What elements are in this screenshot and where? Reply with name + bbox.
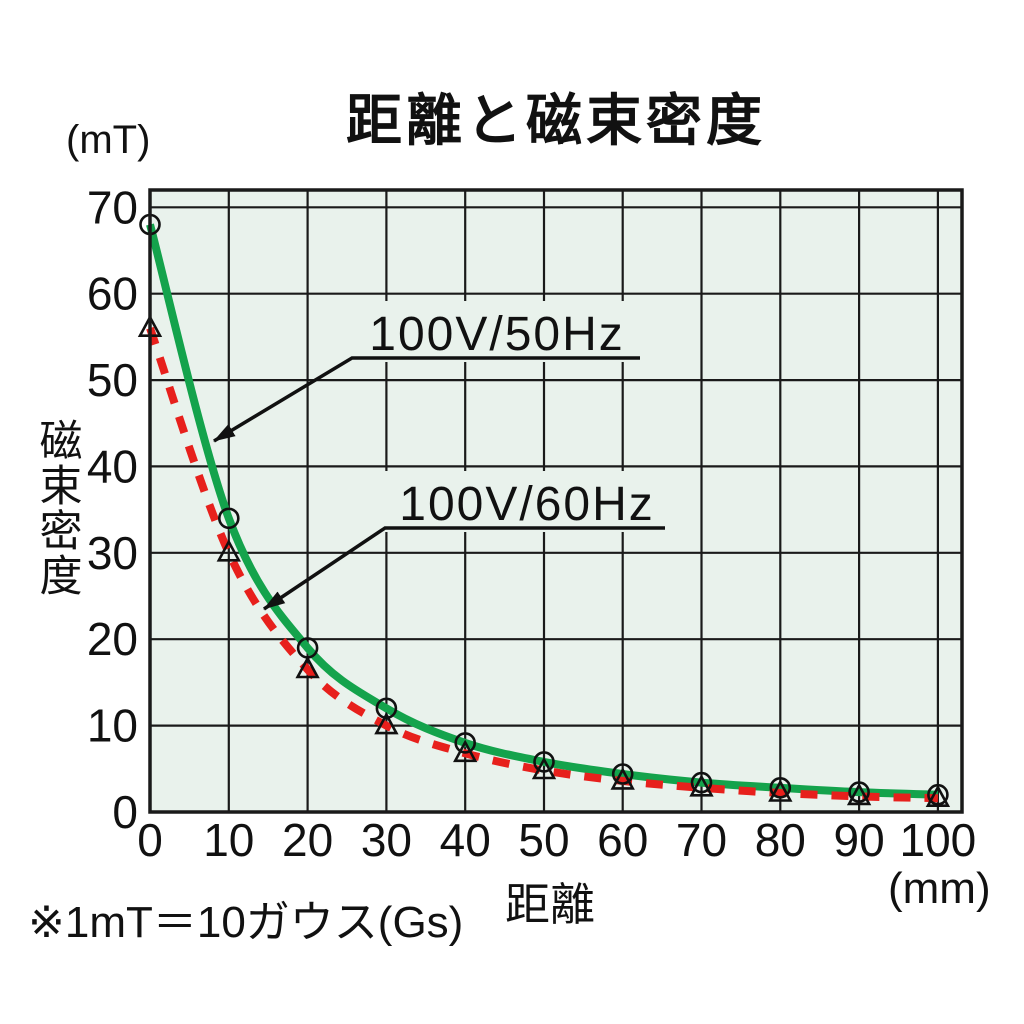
- marker-triangle-20: [295, 655, 320, 679]
- x-tick-70: 70: [676, 814, 727, 866]
- y-tick-20: 20: [87, 613, 138, 665]
- callout-60hz-leader-arrow: [263, 526, 665, 611]
- y-tick-30: 30: [87, 527, 138, 579]
- x-tick-20: 20: [282, 814, 333, 866]
- marker-triangle-70: [689, 774, 714, 797]
- x-tick-80: 80: [755, 814, 806, 866]
- callout-50hz-leader-arrow: [213, 356, 640, 443]
- marker-circle-10: [218, 507, 240, 530]
- y-tick-60: 60: [87, 268, 138, 320]
- callout-label-60hz: 100V/60Hz: [399, 478, 655, 531]
- plot-border-rect: [148, 188, 964, 814]
- y-tick-40: 40: [87, 440, 138, 492]
- callout-50hz-bg: [348, 301, 650, 362]
- x-tick-0: 0: [137, 814, 163, 866]
- marker-triangle-60: [610, 767, 635, 790]
- marker-circle-30: [375, 697, 398, 720]
- conversion-note: ※1mT＝10ガウス(Gs): [28, 898, 464, 947]
- marker-circle-60: [611, 763, 634, 785]
- x-tick-100: 100: [900, 814, 977, 866]
- series-markers: [137, 213, 951, 808]
- y-tick-10: 10: [87, 700, 138, 752]
- callout-label-50hz: 100V/50Hz: [369, 308, 625, 361]
- marker-triangle-50: [531, 756, 557, 780]
- marker-triangle-90: [846, 782, 872, 806]
- x-axis-label: 距離: [504, 879, 595, 930]
- x-axis-unit: (mm): [888, 864, 991, 913]
- x-tick-10: 10: [203, 814, 254, 866]
- marker-triangle-100: [925, 784, 951, 808]
- x-tick-60: 60: [597, 814, 648, 866]
- y-tick-70: 70: [87, 181, 138, 233]
- marker-circle-50: [533, 751, 555, 773]
- callout-60hz-bg: [381, 471, 683, 532]
- x-tick-90: 90: [834, 814, 885, 866]
- plot-border: [148, 188, 964, 814]
- marker-triangle-30: [374, 711, 399, 735]
- x-tick-50: 50: [518, 814, 569, 866]
- marker-triangle-40: [453, 739, 478, 763]
- x-tick-40: 40: [440, 814, 491, 866]
- y-axis-label: 磁束密度: [33, 418, 81, 598]
- marker-circle-90: [848, 781, 870, 803]
- y-tick-50: 50: [87, 354, 138, 406]
- marker-circle-70: [690, 771, 713, 794]
- y-tick-0: 0: [112, 786, 138, 838]
- y-axis-unit: (mT): [66, 118, 151, 162]
- marker-circle-40: [454, 732, 477, 754]
- chart-title: 距離と磁束密度: [346, 89, 766, 152]
- marker-triangle-80: [768, 779, 793, 802]
- marker-triangle-10: [216, 539, 241, 562]
- x-tick-30: 30: [361, 814, 412, 866]
- curve-100v-50hz: [146, 223, 939, 799]
- marker-circle-80: [769, 776, 792, 799]
